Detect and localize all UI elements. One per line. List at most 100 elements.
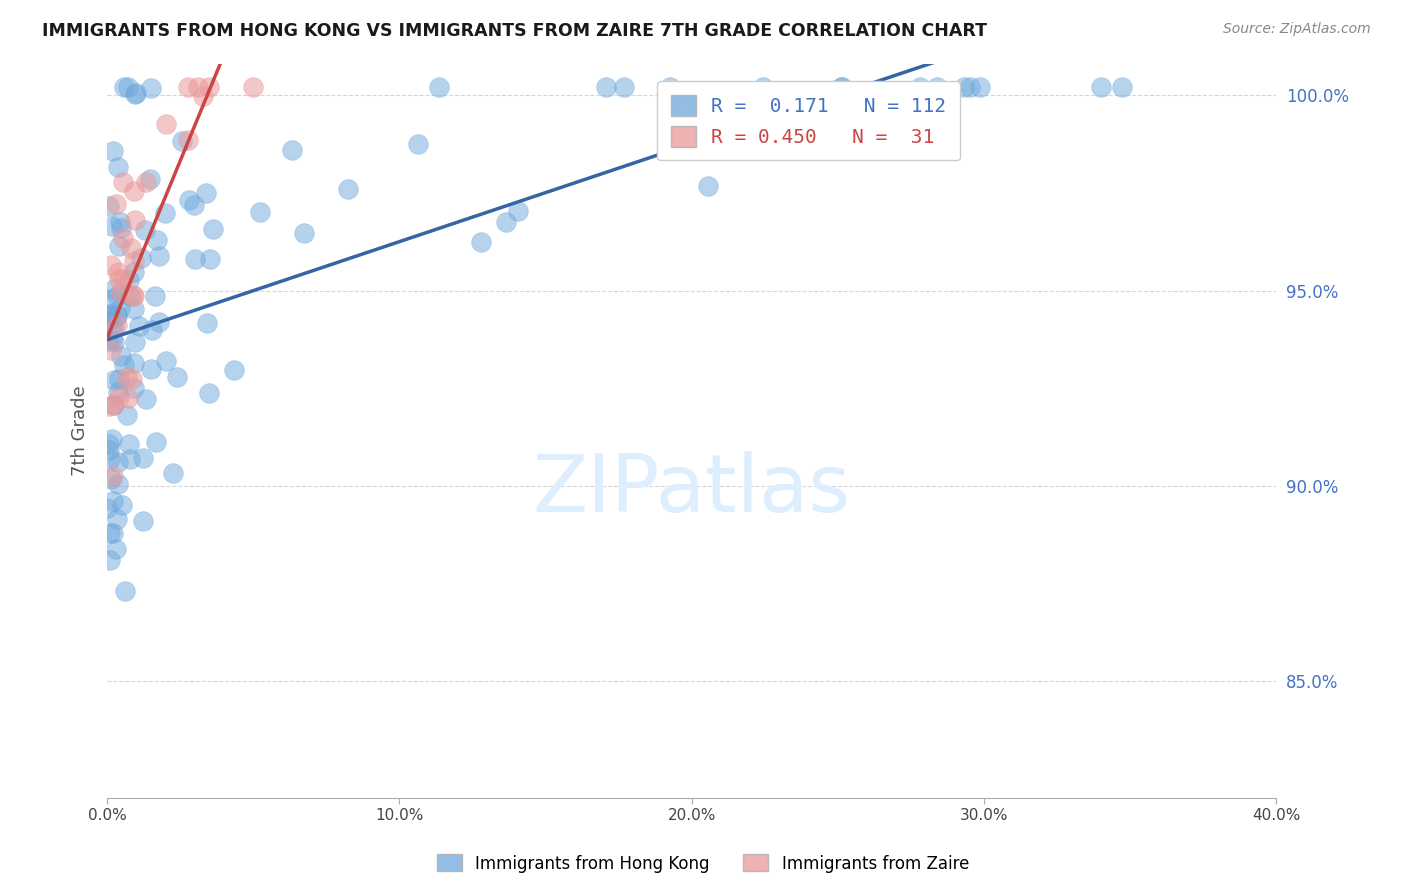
- Point: [117, 80, 139, 95]
- Point: [177, 133, 200, 147]
- Point: [162, 466, 184, 480]
- Point: [751, 80, 773, 95]
- Point: [139, 362, 162, 376]
- Point: [170, 134, 193, 148]
- Point: [187, 80, 209, 95]
- Point: [148, 315, 170, 329]
- Point: [107, 477, 129, 491]
- Point: [134, 222, 156, 236]
- Point: [118, 273, 141, 287]
- Point: [128, 319, 150, 334]
- Point: [96, 500, 118, 515]
- Point: [107, 384, 129, 399]
- Point: [107, 318, 129, 332]
- Point: [117, 391, 139, 405]
- Point: [336, 182, 359, 196]
- Legend: R =  0.171   N = 112, R = 0.450   N =  31: R = 0.171 N = 112, R = 0.450 N = 31: [657, 81, 960, 161]
- Point: [122, 185, 145, 199]
- Point: [111, 498, 134, 512]
- Point: [148, 249, 170, 263]
- Point: [105, 541, 128, 556]
- Point: [121, 372, 143, 386]
- Point: [613, 80, 636, 95]
- Point: [110, 349, 132, 363]
- Point: [198, 386, 221, 401]
- Point: [100, 432, 122, 446]
- Point: [183, 198, 205, 212]
- Point: [222, 362, 245, 376]
- Point: [122, 301, 145, 316]
- Point: [111, 175, 134, 189]
- Point: [145, 435, 167, 450]
- Point: [155, 117, 177, 131]
- Point: [155, 354, 177, 368]
- Text: IMMIGRANTS FROM HONG KONG VS IMMIGRANTS FROM ZAIRE 7TH GRADE CORRELATION CHART: IMMIGRANTS FROM HONG KONG VS IMMIGRANTS …: [42, 22, 987, 40]
- Point: [1090, 80, 1112, 95]
- Point: [105, 289, 128, 303]
- Point: [122, 265, 145, 279]
- Point: [682, 103, 704, 118]
- Point: [191, 89, 214, 103]
- Point: [124, 335, 146, 350]
- Point: [110, 215, 132, 229]
- Point: [98, 436, 121, 450]
- Point: [195, 316, 218, 330]
- Point: [98, 525, 121, 540]
- Point: [959, 80, 981, 95]
- Point: [495, 215, 517, 229]
- Point: [100, 292, 122, 306]
- Point: [953, 80, 976, 95]
- Point: [129, 251, 152, 265]
- Point: [105, 308, 128, 322]
- Point: [97, 309, 120, 323]
- Point: [107, 390, 129, 404]
- Point: [198, 80, 221, 95]
- Point: [595, 80, 617, 95]
- Point: [201, 222, 224, 236]
- Point: [104, 196, 127, 211]
- Point: [112, 80, 135, 95]
- Point: [97, 308, 120, 322]
- Point: [908, 80, 931, 95]
- Point: [97, 313, 120, 327]
- Point: [184, 252, 207, 266]
- Point: [194, 186, 217, 200]
- Point: [101, 494, 124, 508]
- Point: [103, 335, 125, 350]
- Point: [281, 144, 304, 158]
- Point: [97, 334, 120, 348]
- Point: [132, 514, 155, 528]
- Point: [122, 287, 145, 301]
- Point: [112, 358, 135, 372]
- Point: [98, 443, 121, 458]
- Point: [1111, 80, 1133, 95]
- Point: [103, 282, 125, 296]
- Point: [100, 322, 122, 336]
- Point: [103, 144, 125, 158]
- Point: [135, 175, 157, 189]
- Point: [112, 272, 135, 286]
- Point: [120, 289, 142, 303]
- Point: [696, 179, 718, 194]
- Point: [97, 399, 120, 413]
- Point: [107, 265, 129, 279]
- Point: [470, 235, 492, 249]
- Point: [98, 199, 121, 213]
- Point: [139, 171, 162, 186]
- Point: [105, 309, 128, 323]
- Point: [506, 204, 529, 219]
- Point: [114, 583, 136, 598]
- Point: [101, 219, 124, 234]
- Text: Source: ZipAtlas.com: Source: ZipAtlas.com: [1223, 22, 1371, 37]
- Point: [120, 240, 142, 254]
- Point: [107, 455, 129, 469]
- Point: [107, 160, 129, 174]
- Point: [198, 252, 221, 266]
- Point: [122, 254, 145, 268]
- Point: [100, 473, 122, 487]
- Point: [117, 408, 139, 422]
- Point: [105, 512, 128, 526]
- Point: [242, 80, 264, 95]
- Point: [110, 221, 132, 235]
- Point: [139, 80, 162, 95]
